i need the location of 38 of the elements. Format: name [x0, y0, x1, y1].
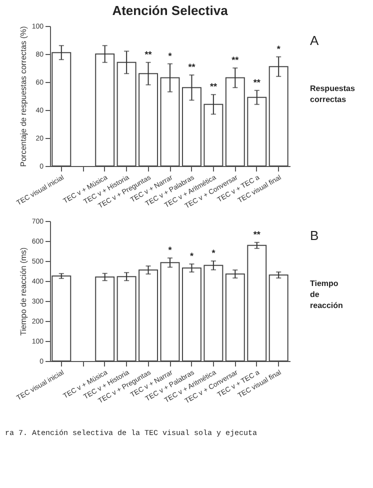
annotation: **	[253, 77, 261, 88]
annotation: *	[190, 251, 194, 261]
bar	[116, 276, 136, 362]
bar	[138, 73, 158, 166]
bar	[160, 262, 180, 362]
bar	[247, 244, 267, 362]
text: Respuestas correctas	[310, 84, 356, 104]
annotation: **	[253, 229, 261, 240]
annotation: **	[144, 49, 152, 60]
bar	[225, 77, 245, 166]
chart-title: Atención Selectiva	[112, 3, 229, 18]
y-axis-title: Porcentaje de respuestas correctas (%)	[18, 26, 28, 167]
bar	[95, 54, 115, 166]
annotation: *	[168, 245, 172, 255]
bar	[116, 62, 136, 166]
bar	[182, 87, 202, 166]
annotation: **	[188, 62, 196, 72]
bar	[204, 104, 224, 166]
annotation: *	[168, 50, 172, 61]
bar	[52, 52, 72, 166]
bar	[52, 276, 72, 362]
bar	[204, 264, 224, 362]
annotation: **	[210, 82, 218, 92]
bar	[268, 66, 288, 166]
text: A	[310, 33, 319, 48]
bar	[225, 274, 245, 362]
y-axis-title: Tiempo de reacción (ms)	[18, 247, 28, 336]
bar	[247, 96, 267, 166]
annotation: **	[232, 55, 240, 65]
bar	[268, 274, 288, 362]
annotation: *	[276, 44, 281, 54]
bar	[138, 270, 158, 362]
bar	[160, 77, 180, 166]
text: Tiempo de reacción	[310, 279, 344, 310]
bar	[182, 268, 202, 362]
annotation: *	[212, 248, 216, 258]
text: B	[310, 228, 319, 243]
bar	[95, 276, 115, 362]
